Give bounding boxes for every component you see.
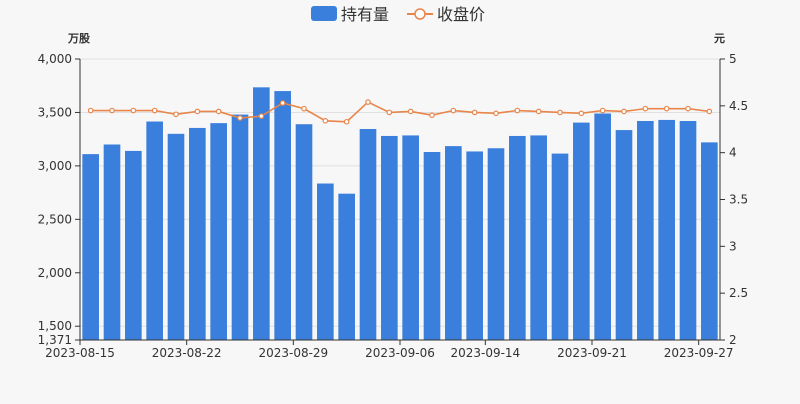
close-price-point <box>599 107 606 114</box>
close-price-point <box>493 110 499 117</box>
left-tick-label: 1,500 <box>38 319 72 333</box>
legend-bar-swatch <box>311 6 337 21</box>
left-tick-label: 2,000 <box>38 266 72 280</box>
holding-bar <box>146 121 163 340</box>
right-tick-label: 2.5 <box>729 286 748 300</box>
x-tick-label: 2023-08-22 <box>152 346 222 360</box>
close-price-point <box>87 107 94 114</box>
close-price-point <box>663 105 670 112</box>
close-price-point <box>557 109 563 116</box>
close-price-point <box>642 105 649 112</box>
holding-bar <box>125 150 142 340</box>
holding-bar <box>317 183 334 340</box>
close-price-point <box>535 108 542 115</box>
left-tick-label: 3,500 <box>38 105 72 119</box>
close-price-point <box>471 109 478 116</box>
close-price-point <box>109 107 115 114</box>
close-price-point <box>173 111 179 118</box>
left-tick-label: 2,500 <box>38 212 72 226</box>
left-tick-label: 1,371 <box>38 333 72 347</box>
holding-bar <box>487 148 505 340</box>
holding-bar <box>82 154 99 340</box>
close-price-line <box>90 101 710 123</box>
close-price-point <box>514 107 521 114</box>
right-tick-label: 4.5 <box>729 99 748 113</box>
holding-bar <box>679 120 697 340</box>
legend-label-close-price: 收盘价 <box>437 5 485 24</box>
bar-series <box>82 87 718 340</box>
holding-bar <box>338 193 355 340</box>
legend: 持有量 收盘价 <box>311 5 485 24</box>
close-price-point <box>450 107 457 114</box>
left-tick-label: 3,000 <box>38 159 72 173</box>
close-price-point <box>258 113 265 119</box>
holding-bar <box>509 135 526 340</box>
holding-bar <box>466 151 483 340</box>
holding-bar <box>615 130 633 340</box>
holding-bar <box>274 91 291 340</box>
close-price-point <box>343 118 350 125</box>
close-price-point <box>194 108 201 115</box>
holding-bar <box>445 146 462 340</box>
left-axis-unit: 万股 <box>67 32 91 45</box>
axes <box>75 58 725 345</box>
right-tick-label: 4 <box>729 146 737 160</box>
left-tick-label: 4,000 <box>38 52 72 66</box>
right-tick-label: 3 <box>729 239 737 253</box>
x-tick-label: 2023-09-14 <box>450 346 520 360</box>
holding-bar <box>658 119 675 340</box>
holding-bar <box>573 122 590 340</box>
right-tick-label: 5 <box>729 52 737 66</box>
legend-line-marker <box>414 8 426 20</box>
legend-label-holding: 持有量 <box>341 5 389 24</box>
close-price-point <box>706 108 713 115</box>
close-price-point <box>322 118 329 124</box>
holding-bar <box>167 133 185 340</box>
close-price-point <box>685 105 691 112</box>
holding-bar <box>231 114 249 340</box>
close-price-point <box>365 99 371 105</box>
holding-bar <box>402 135 419 340</box>
close-price-point <box>279 100 286 106</box>
line-series <box>87 99 713 125</box>
close-price-point <box>578 110 585 117</box>
x-tick-label: 2023-08-15 <box>45 346 115 360</box>
holding-bar <box>423 151 441 340</box>
holding-bar <box>530 135 547 340</box>
holding-bar <box>210 123 227 340</box>
right-axis-unit: 元 <box>714 32 725 45</box>
holding-bar <box>359 129 377 340</box>
x-tick-label: 2023-09-21 <box>557 346 627 360</box>
close-price-point <box>215 108 222 115</box>
x-tick-label: 2023-09-06 <box>365 346 435 360</box>
x-tick-label: 2023-09-27 <box>664 346 734 360</box>
close-price-point <box>301 105 307 112</box>
holding-bar <box>701 142 718 340</box>
close-price-point <box>130 107 137 114</box>
close-price-point <box>429 112 435 119</box>
close-price-point <box>237 115 243 121</box>
right-tick-label: 3.5 <box>729 193 748 207</box>
holding-bar <box>253 87 270 340</box>
holding-bar <box>551 153 569 340</box>
x-tick-label: 2023-08-29 <box>258 346 328 360</box>
holding-bar <box>189 127 206 340</box>
right-tick-label: 2 <box>729 333 737 347</box>
holding-bar <box>381 135 398 340</box>
holding-bar <box>637 120 654 340</box>
holding-bar <box>103 144 121 340</box>
close-price-point <box>621 108 627 115</box>
close-price-point <box>407 108 414 115</box>
holding-bar <box>295 124 313 340</box>
close-price-point <box>386 109 393 116</box>
close-price-point <box>151 107 158 114</box>
holding-bar <box>594 113 611 340</box>
